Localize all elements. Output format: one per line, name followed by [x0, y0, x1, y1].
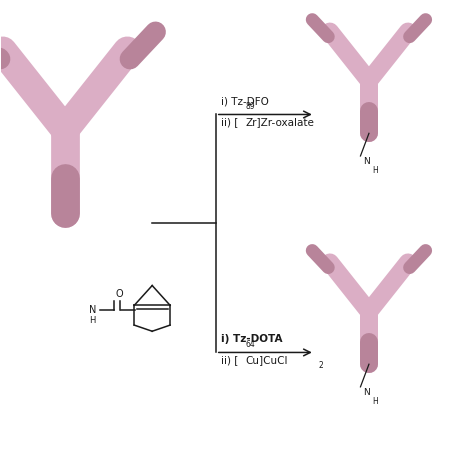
- Text: N: N: [363, 157, 370, 166]
- Text: N: N: [89, 305, 96, 315]
- Text: Cu]CuCl: Cu]CuCl: [246, 355, 288, 365]
- Text: N: N: [363, 388, 370, 397]
- Text: 64: 64: [246, 340, 255, 349]
- Text: 2: 2: [319, 361, 323, 370]
- Text: ii) [: ii) [: [220, 117, 238, 127]
- Text: H: H: [372, 166, 378, 175]
- Text: i) Tz-DOTA: i) Tz-DOTA: [220, 334, 282, 344]
- Text: ii) [: ii) [: [220, 355, 238, 365]
- Text: Zr]Zr-oxalate: Zr]Zr-oxalate: [246, 117, 314, 127]
- Text: 89: 89: [246, 102, 255, 111]
- Text: O: O: [115, 290, 123, 300]
- Text: H: H: [89, 316, 96, 325]
- Text: H: H: [372, 397, 378, 406]
- Text: i) Tz-DFO: i) Tz-DFO: [220, 96, 268, 106]
